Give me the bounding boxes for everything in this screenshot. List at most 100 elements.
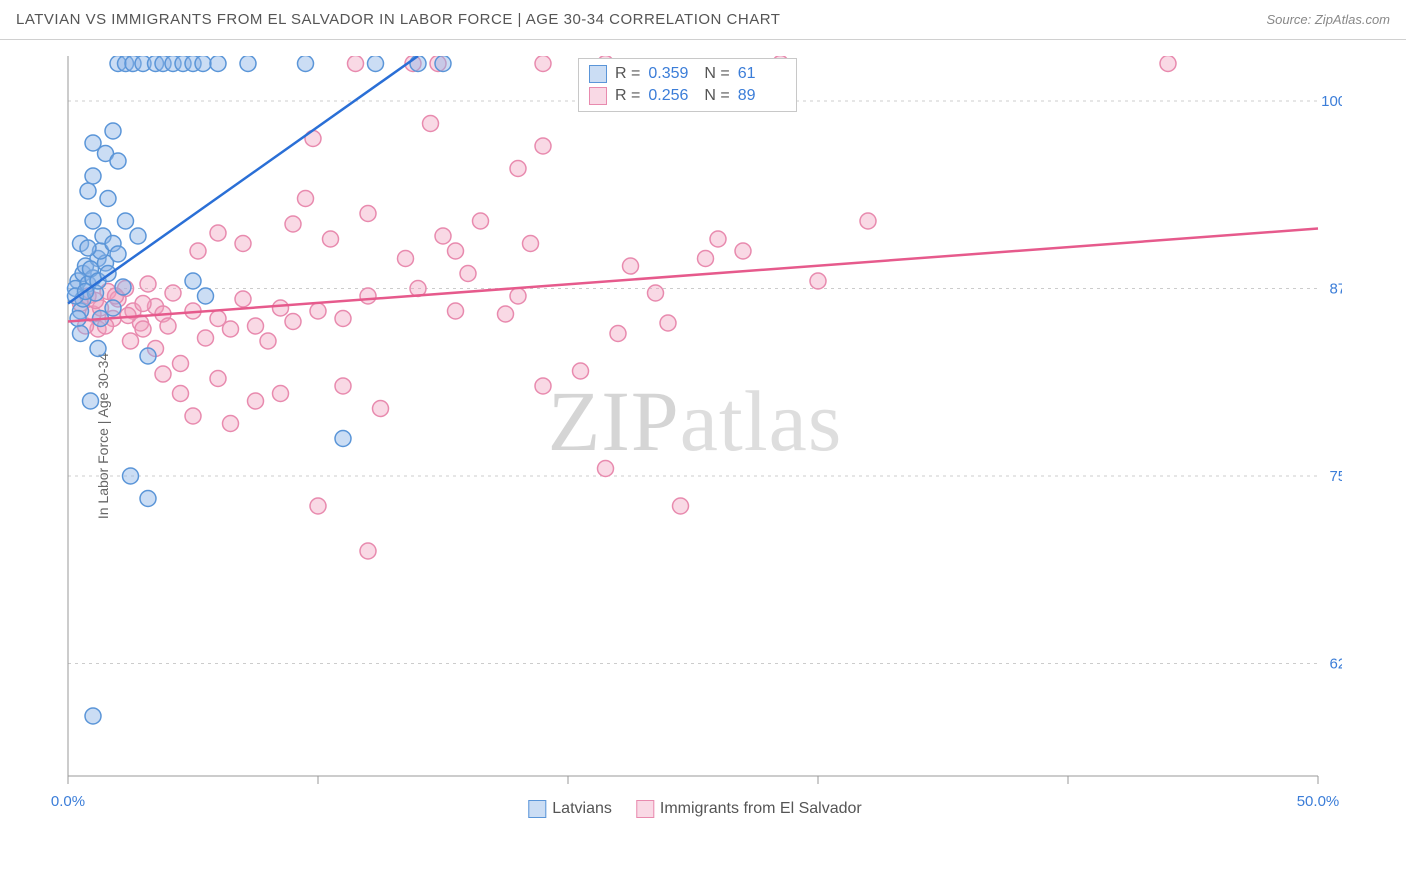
data-point-blue <box>115 279 131 295</box>
data-point-pink <box>398 251 414 267</box>
data-point-pink <box>198 330 214 346</box>
stats-swatch-blue <box>589 65 607 83</box>
data-point-pink <box>673 498 689 514</box>
data-point-pink <box>160 318 176 334</box>
data-point-pink <box>623 258 639 274</box>
data-point-pink <box>535 378 551 394</box>
stats-n-label: N = <box>704 65 729 83</box>
trend-line-pink <box>68 229 1318 322</box>
data-point-pink <box>335 378 351 394</box>
data-point-blue <box>100 191 116 207</box>
data-point-blue <box>298 56 314 72</box>
data-point-blue <box>85 168 101 184</box>
data-point-pink <box>735 243 751 259</box>
data-point-pink <box>173 386 189 402</box>
data-point-blue <box>140 491 156 507</box>
data-point-pink <box>185 408 201 424</box>
data-point-pink <box>348 56 364 72</box>
data-point-blue <box>85 708 101 724</box>
data-point-blue <box>90 341 106 357</box>
data-point-pink <box>235 236 251 252</box>
data-point-pink <box>285 314 301 330</box>
data-point-pink <box>448 303 464 319</box>
legend-label-blue: Latvians <box>552 800 612 817</box>
data-point-blue <box>73 326 89 342</box>
data-point-blue <box>410 56 426 72</box>
data-point-pink <box>360 543 376 559</box>
data-point-blue <box>85 135 101 151</box>
data-point-pink <box>223 321 239 337</box>
correlation-stats-box: R = 0.359 N = 61 R = 0.256 N = 89 <box>578 58 797 112</box>
data-point-pink <box>360 206 376 222</box>
data-point-pink <box>360 288 376 304</box>
legend-swatch-blue <box>528 800 546 818</box>
data-point-pink <box>860 213 876 229</box>
data-point-pink <box>248 393 264 409</box>
data-point-blue <box>85 213 101 229</box>
stats-n-pink: 89 <box>738 87 786 105</box>
data-point-pink <box>298 191 314 207</box>
legend-item-blue: Latvians <box>528 800 612 818</box>
data-point-blue <box>140 348 156 364</box>
chart-title: LATVIAN VS IMMIGRANTS FROM EL SALVADOR I… <box>16 11 780 28</box>
data-point-pink <box>648 285 664 301</box>
data-point-pink <box>373 401 389 417</box>
stats-r-label: R = <box>615 87 640 105</box>
legend-swatch-pink <box>636 800 654 818</box>
data-point-pink <box>210 225 226 241</box>
chart-source: Source: ZipAtlas.com <box>1266 12 1390 27</box>
data-point-pink <box>335 311 351 327</box>
data-point-pink <box>448 243 464 259</box>
data-point-pink <box>473 213 489 229</box>
data-point-pink <box>510 161 526 177</box>
y-tick-label: 87.5% <box>1329 281 1342 298</box>
legend-label-pink: Immigrants from El Salvador <box>660 800 862 817</box>
data-point-pink <box>223 416 239 432</box>
data-point-pink <box>190 243 206 259</box>
y-tick-label: 62.5% <box>1329 656 1342 673</box>
data-point-blue <box>130 228 146 244</box>
data-point-pink <box>323 231 339 247</box>
data-point-blue <box>368 56 384 72</box>
data-point-pink <box>535 56 551 72</box>
stats-r-label: R = <box>615 65 640 83</box>
stats-r-pink: 0.256 <box>648 87 696 105</box>
data-point-blue <box>335 431 351 447</box>
legend-item-pink: Immigrants from El Salvador <box>636 800 862 818</box>
data-point-blue <box>435 56 451 72</box>
data-point-pink <box>610 326 626 342</box>
data-point-pink <box>598 461 614 477</box>
data-point-pink <box>810 273 826 289</box>
data-point-blue <box>80 240 96 256</box>
data-point-blue <box>80 183 96 199</box>
data-point-pink <box>155 366 171 382</box>
data-point-blue <box>105 300 121 316</box>
data-point-pink <box>135 321 151 337</box>
data-point-blue <box>185 273 201 289</box>
data-point-pink <box>165 285 181 301</box>
trend-line-blue <box>68 56 418 304</box>
data-point-blue <box>83 393 99 409</box>
data-point-pink <box>173 356 189 372</box>
data-point-pink <box>460 266 476 282</box>
stats-n-blue: 61 <box>738 65 786 83</box>
data-point-pink <box>123 333 139 349</box>
x-tick-label: 50.0% <box>1297 793 1340 810</box>
chart-header: LATVIAN VS IMMIGRANTS FROM EL SALVADOR I… <box>0 0 1406 40</box>
data-point-pink <box>523 236 539 252</box>
data-point-pink <box>510 288 526 304</box>
data-point-pink <box>235 291 251 307</box>
data-point-pink <box>535 138 551 154</box>
y-tick-label: 100.0% <box>1321 93 1342 110</box>
data-point-pink <box>660 315 676 331</box>
stats-n-label: N = <box>704 87 729 105</box>
data-point-blue <box>240 56 256 72</box>
data-point-pink <box>285 216 301 232</box>
legend: Latvians Immigrants from El Salvador <box>528 800 861 818</box>
stats-row-blue: R = 0.359 N = 61 <box>589 63 786 85</box>
data-point-blue <box>195 56 211 72</box>
data-point-blue <box>70 311 86 327</box>
data-point-pink <box>140 276 156 292</box>
data-point-blue <box>105 123 121 139</box>
stats-r-blue: 0.359 <box>648 65 696 83</box>
